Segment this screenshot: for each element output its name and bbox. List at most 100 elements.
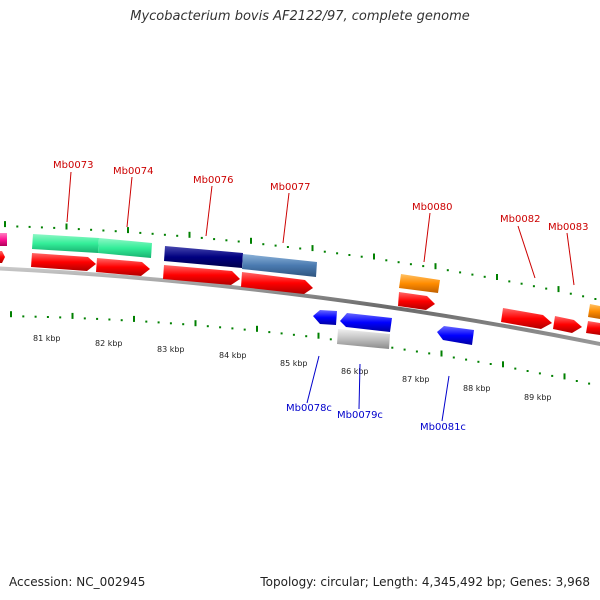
minor-tick <box>305 335 308 338</box>
minor-tick <box>59 316 62 319</box>
minor-tick <box>415 350 418 353</box>
minor-tick <box>508 280 511 283</box>
minor-tick <box>532 285 535 288</box>
major-tick <box>557 286 560 293</box>
reverse-leader-lines <box>306 355 450 422</box>
map-title: Mycobacterium bovis AF2122/97, complete … <box>130 9 470 24</box>
scale-label: 82 kbp <box>95 339 123 348</box>
feature-orange-edge <box>588 304 600 319</box>
scale-label: 89 kbp <box>524 393 552 402</box>
minor-tick <box>514 367 517 370</box>
minor-tick <box>299 247 302 250</box>
minor-tick <box>538 372 541 375</box>
minor-tick <box>483 275 486 278</box>
genome-backbone <box>0 266 600 347</box>
gene-label-mb0077: Mb0077 <box>270 182 310 193</box>
scale-label: 83 kbp <box>157 345 185 354</box>
minor-tick <box>336 252 339 255</box>
minor-tick <box>422 265 425 268</box>
feature-red-fragment <box>0 251 5 263</box>
minor-tick <box>329 338 332 341</box>
minor-tick <box>477 360 480 363</box>
major-tick <box>133 315 135 322</box>
minor-tick <box>360 255 363 258</box>
minor-tick <box>108 318 111 321</box>
feature-mb0073-teal <box>32 234 99 253</box>
major-tick <box>563 373 566 380</box>
minor-tick <box>176 234 179 237</box>
minor-tick <box>391 346 394 349</box>
major-tick <box>65 223 68 230</box>
minor-tick <box>53 226 56 229</box>
cds-mb0073 <box>31 253 96 271</box>
major-tick <box>502 361 504 368</box>
minor-tick <box>403 348 406 351</box>
minor-tick <box>397 261 400 264</box>
scale-label: 84 kbp <box>219 351 247 360</box>
cds-edge-right <box>586 321 600 335</box>
forward-leader-lines <box>66 171 575 286</box>
gene-label-mb0079c: Mb0079c <box>337 410 383 421</box>
minor-tick <box>83 317 86 320</box>
cds-mb0077 <box>241 272 313 294</box>
minor-tick <box>231 327 234 330</box>
minor-tick <box>323 250 326 253</box>
minor-tick <box>262 243 265 246</box>
minor-tick <box>459 271 462 274</box>
minor-tick <box>96 317 99 320</box>
major-tick <box>496 274 498 280</box>
gene-label-mb0076: Mb0076 <box>193 175 233 186</box>
minor-tick <box>200 236 203 239</box>
minor-tick <box>428 352 431 355</box>
major-tick <box>194 320 197 327</box>
minor-tick <box>77 228 80 231</box>
feature-mb0074-teal <box>98 238 152 258</box>
minor-tick <box>145 320 148 323</box>
minor-tick <box>489 363 492 365</box>
minor-tick <box>582 295 585 298</box>
minor-tick <box>34 315 37 318</box>
accession-label: Accession: NC_002945 <box>9 575 146 589</box>
cds-mb0074 <box>96 258 150 276</box>
feature-mb0080-orange <box>399 274 440 293</box>
minor-tick <box>268 331 271 334</box>
major-tick <box>250 237 252 244</box>
major-tick <box>127 227 129 234</box>
minor-tick <box>90 228 93 231</box>
minor-tick <box>385 259 388 262</box>
minor-tick <box>465 358 468 361</box>
gene-label-mb0073: Mb0073 <box>53 160 93 171</box>
minor-tick <box>280 332 283 335</box>
feature-mb0077-steelblue <box>242 254 317 277</box>
leader-line-mb0081c <box>441 375 450 422</box>
leader-line-mb0076 <box>205 185 213 237</box>
major-tick <box>256 325 258 332</box>
leader-line-mb0073 <box>66 171 72 223</box>
minor-tick <box>114 230 117 233</box>
leader-line-mb0080 <box>423 212 431 263</box>
minor-tick <box>292 333 295 336</box>
major-tick <box>311 245 314 252</box>
gene-label-mb0082: Mb0082 <box>500 214 540 225</box>
gene-label-mb0083: Mb0083 <box>548 222 588 233</box>
major-tick <box>440 350 443 357</box>
minor-tick <box>206 325 209 328</box>
minor-tick <box>237 240 240 243</box>
minor-tick <box>40 226 43 229</box>
minor-tick <box>452 356 455 359</box>
minor-tick <box>182 323 185 326</box>
genome-summary: Topology: circular; Length: 4,345,492 bp… <box>260 575 590 589</box>
major-tick <box>10 311 12 318</box>
minor-tick <box>575 380 578 382</box>
minor-tick <box>348 254 351 256</box>
major-tick <box>71 312 74 319</box>
minor-tick <box>526 370 529 372</box>
outer-tick-ring <box>4 221 597 300</box>
minor-tick <box>151 232 154 235</box>
minor-tick <box>102 229 105 232</box>
cds-mb0082 <box>501 308 552 329</box>
cds-mb0078c <box>313 310 337 325</box>
minor-tick <box>471 273 474 276</box>
leader-line-mb0077 <box>282 192 290 244</box>
cds-mb0079c <box>340 313 392 332</box>
